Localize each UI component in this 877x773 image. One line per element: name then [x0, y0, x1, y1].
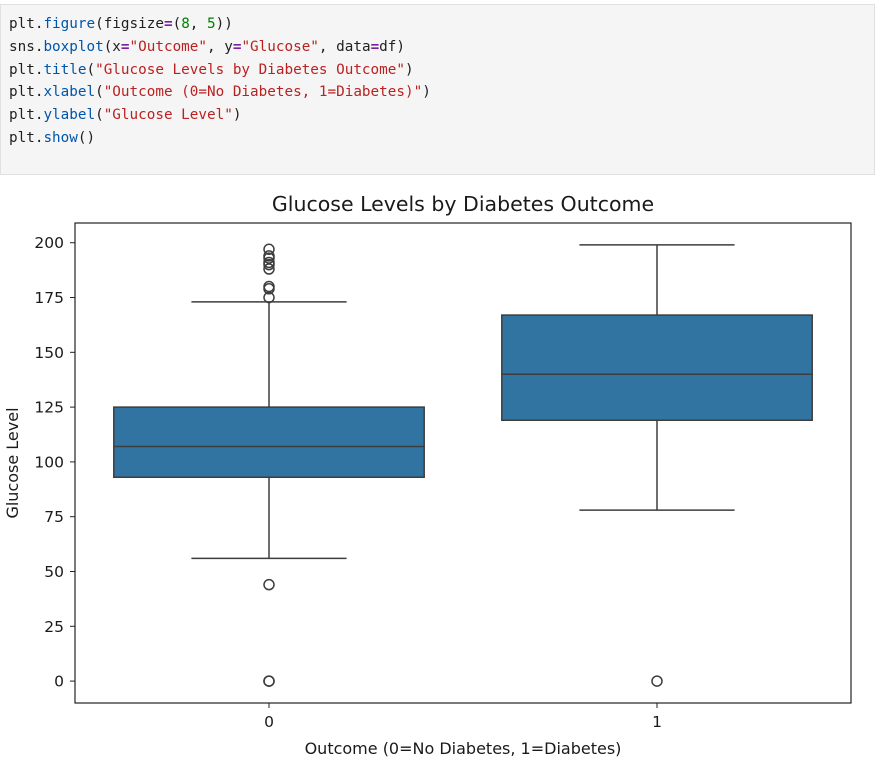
code-token: . [34, 16, 44, 32]
code-line: plt.show() [9, 127, 431, 150]
code-token: plt [9, 61, 35, 78]
outlier-point [263, 256, 275, 269]
code-token: ylabel [43, 107, 96, 124]
box-group-0 [113, 243, 425, 687]
outlier-point [263, 280, 275, 293]
chart-title: Glucose Levels by Diabetes Outcome [272, 192, 654, 216]
code-token: . [34, 61, 44, 78]
code-token: = [163, 16, 173, 32]
code-token: , y [207, 38, 233, 55]
y-tick-label: 150 [34, 344, 64, 362]
box-iqr [113, 406, 425, 478]
outlier-point [263, 578, 275, 591]
chart-output: Glucose Levels by Diabetes Outcome 0 25 50 7… [0, 180, 877, 768]
outlier-point [651, 675, 663, 687]
code-line: plt.title("Glucose Levels by Diabetes Ou… [9, 59, 431, 82]
outlier-point [263, 263, 275, 275]
x-tick-label: 1 [652, 713, 662, 731]
code-editor[interactable]: plt.figure(figsize=(8, 5)) sns.boxplot(x=… [9, 13, 431, 150]
code-token: plt [9, 107, 35, 124]
boxplot-chart: Glucose Levels by Diabetes Outcome 0 25 50 7… [3, 192, 852, 758]
y-tick-label: 100 [34, 453, 64, 471]
code-token: ) [422, 84, 431, 101]
code-token: xlabel [43, 84, 96, 101]
x-axis-label: Outcome (0=No Diabetes, 1=Diabetes) [305, 739, 622, 758]
y-tick-label: 175 [34, 289, 64, 307]
code-token: 8 [181, 16, 190, 32]
code-token: ( [172, 16, 182, 32]
code-line: sns.boxplot(x="Outcome", y="Glucose", da… [9, 36, 431, 59]
code-token: , data [318, 38, 371, 55]
code-token: () [77, 129, 96, 146]
code-line: plt.figure(figsize=(8, 5)) [9, 13, 431, 36]
code-token: 5 [207, 16, 216, 32]
code-token: . [34, 38, 44, 55]
outlier-point [263, 250, 275, 262]
outlier-point [263, 243, 275, 256]
code-token: )) [215, 16, 233, 32]
code-token: ( [86, 61, 96, 78]
code-token: figure [43, 16, 96, 32]
box-iqr [501, 314, 813, 422]
y-tick-label: 200 [34, 234, 64, 252]
code-token: , [189, 16, 208, 32]
code-token: boxplot [43, 38, 104, 55]
x-tick-label: 0 [264, 713, 274, 731]
code-token: "Outcome" [129, 38, 207, 55]
code-token: plt [9, 129, 35, 146]
code-line: plt.ylabel("Glucose Level") [9, 104, 431, 127]
code-token: ( [95, 84, 104, 101]
code-token: plt [9, 16, 35, 32]
y-tick-label: 75 [44, 508, 64, 526]
y-tick-label: 125 [34, 399, 64, 417]
code-token: ) [232, 107, 242, 124]
code-cell[interactable]: plt.figure(figsize=(8, 5)) sns.boxplot(x=… [0, 4, 875, 175]
box-group-1 [501, 244, 813, 687]
code-token: title [43, 61, 87, 78]
code-token: ( [95, 107, 104, 124]
code-token: show [43, 129, 78, 146]
code-token: "Glucose" [241, 38, 319, 55]
code-token: . [34, 129, 44, 146]
code-token: df) [379, 38, 405, 55]
code-line: plt.xlabel("Outcome (0=No Diabetes, 1=Di… [9, 81, 431, 104]
code-token: "Outcome (0=No Diabetes, 1=Diabetes)" [103, 84, 423, 101]
code-token: . [34, 84, 44, 101]
y-tick-label: 50 [44, 563, 64, 581]
code-token: sns [9, 38, 35, 55]
y-axis-label: Glucose Level [3, 407, 22, 518]
outlier-point [263, 291, 275, 304]
code-token: = [232, 38, 242, 55]
code-token: (figsize [95, 16, 164, 32]
plot-frame [74, 222, 852, 704]
y-tick-label: 25 [44, 618, 64, 636]
code-token: ) [404, 61, 414, 78]
code-token: "Glucose Levels by Diabetes Outcome" [95, 61, 405, 78]
code-token: plt [9, 84, 35, 101]
code-token: (x [103, 38, 121, 55]
code-token: "Glucose Level" [103, 107, 233, 124]
code-token: = [120, 38, 130, 55]
code-token: = [370, 38, 380, 55]
outlier-point [263, 675, 275, 687]
code-token: . [34, 107, 44, 124]
y-tick-label: 0 [54, 673, 64, 691]
